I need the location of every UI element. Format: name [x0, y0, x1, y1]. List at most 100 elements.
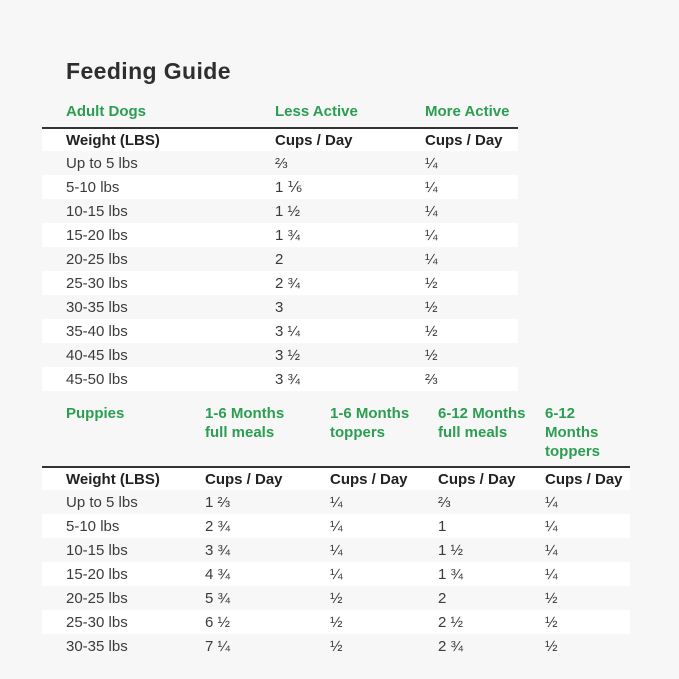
value-cell: ¼: [330, 541, 343, 559]
weight-cell: 40-45 lbs: [66, 346, 128, 364]
value-cell: ¼: [330, 565, 343, 583]
value-cell: 1 ½: [438, 541, 464, 559]
table-row: 45-50 lbs 3 ¾ ⅔: [42, 367, 518, 391]
col-header-line2: full meals: [438, 424, 508, 441]
table-row: 25-30 lbs 6 ½ ½ 2 ½ ½: [42, 610, 630, 634]
value-cell: ½: [425, 298, 438, 316]
weight-cell: 20-25 lbs: [66, 589, 128, 607]
puppy-cups-header: Cups / Day: [438, 470, 516, 488]
weight-cell: Up to 5 lbs: [66, 493, 138, 511]
value-cell: ½: [330, 637, 343, 655]
value-cell: 1 ¾: [275, 226, 301, 244]
value-cell: 5 ¾: [205, 589, 231, 607]
value-cell: ¼: [545, 517, 558, 535]
value-cell: ½: [545, 589, 558, 607]
value-cell: ½: [425, 274, 438, 292]
puppy-cups-header: Cups / Day: [330, 470, 408, 488]
table-row: Up to 5 lbs 1 ⅔ ¼ ⅔ ¼: [42, 490, 630, 514]
puppy-col-header-6-12-full-meals: 6-12 Months full meals: [438, 404, 545, 442]
puppy-cups-header: Cups / Day: [205, 470, 283, 488]
table-row: 30-35 lbs 3 ½: [42, 295, 518, 319]
adult-weight-header: Weight (LBS): [66, 131, 160, 149]
table-row: 15-20 lbs 4 ¾ ¼ 1 ¾ ¼: [42, 562, 630, 586]
value-cell: ½: [330, 589, 343, 607]
adult-cups-header-more-active: Cups / Day: [425, 131, 503, 149]
adult-section-label: Adult Dogs: [66, 103, 146, 120]
value-cell: ¼: [545, 541, 558, 559]
table-row: 10-15 lbs 3 ¾ ¼ 1 ½ ¼: [42, 538, 630, 562]
value-cell: 2: [438, 589, 447, 607]
puppy-section-header-row: Puppies 1-6 Months full meals 1-6 Months…: [42, 404, 630, 461]
value-cell: ¼: [425, 202, 438, 220]
col-header-line1: 6-12 Months: [438, 405, 526, 422]
weight-cell: 45-50 lbs: [66, 370, 128, 388]
weight-cell: 25-30 lbs: [66, 613, 128, 631]
col-header-line2: full meals: [205, 424, 275, 441]
adult-column-header-row: Weight (LBS) Cups / Day Cups / Day: [42, 127, 518, 151]
value-cell: ⅔: [438, 493, 451, 511]
value-cell: ½: [545, 637, 558, 655]
table-row: 40-45 lbs 3 ½ ½: [42, 343, 518, 367]
puppies-table: Puppies 1-6 Months full meals 1-6 Months…: [42, 404, 630, 658]
puppy-table-rows: Up to 5 lbs 1 ⅔ ¼ ⅔ ¼ 5-10 lbs 2 ¾ ¼ 1 ¼…: [42, 490, 630, 658]
value-cell: ¼: [330, 517, 343, 535]
weight-cell: 20-25 lbs: [66, 250, 128, 268]
adult-col-header-less-active: Less Active: [275, 103, 358, 120]
value-cell: 2 ¾: [438, 637, 464, 655]
value-cell: 2: [275, 250, 284, 268]
value-cell: ½: [425, 346, 438, 364]
col-header-line1: 1-6 Months: [330, 405, 410, 422]
weight-cell: Up to 5 lbs: [66, 154, 138, 172]
table-row: 20-25 lbs 2 ¼: [42, 247, 518, 271]
weight-cell: 30-35 lbs: [66, 298, 128, 316]
value-cell: ½: [545, 613, 558, 631]
value-cell: 1 ⅔: [205, 493, 231, 511]
value-cell: 1 ⅙: [275, 179, 303, 196]
weight-cell: 15-20 lbs: [66, 565, 128, 583]
value-cell: ¼: [425, 178, 438, 196]
value-cell: 2 ¾: [205, 517, 231, 535]
puppy-weight-header: Weight (LBS): [66, 470, 160, 488]
value-cell: 2 ¾: [275, 274, 301, 292]
value-cell: ¼: [545, 493, 558, 511]
value-cell: ¼: [425, 154, 438, 172]
table-row: 35-40 lbs 3 ¼ ½: [42, 319, 518, 343]
adult-table-rows: Up to 5 lbs ⅔ ¼ 5-10 lbs 1 ⅙ ¼ 10-15 lbs…: [42, 151, 518, 391]
puppy-col-header-1-6-full-meals: 1-6 Months full meals: [205, 404, 330, 442]
value-cell: 1 ¾: [438, 565, 464, 583]
table-row: 5-10 lbs 1 ⅙ ¼: [42, 175, 518, 199]
puppy-section-label: Puppies: [66, 405, 125, 422]
weight-cell: 10-15 lbs: [66, 202, 128, 220]
weight-cell: 25-30 lbs: [66, 274, 128, 292]
weight-cell: 5-10 lbs: [66, 517, 120, 535]
value-cell: 3 ¾: [205, 541, 231, 559]
table-row: 30-35 lbs 7 ¼ ½ 2 ¾ ½: [42, 634, 630, 658]
weight-cell: 5-10 lbs: [66, 178, 120, 196]
table-row: 15-20 lbs 1 ¾ ¼: [42, 223, 518, 247]
table-row: Up to 5 lbs ⅔ ¼: [42, 151, 518, 175]
weight-cell: 30-35 lbs: [66, 637, 128, 655]
adult-cups-header-less-active: Cups / Day: [275, 131, 353, 149]
value-cell: 1: [438, 517, 447, 535]
value-cell: ¼: [425, 250, 438, 268]
col-header-line2: toppers: [330, 424, 386, 441]
value-cell: 3 ¼: [275, 322, 301, 340]
value-cell: ⅔: [275, 154, 288, 172]
value-cell: 6 ½: [205, 613, 231, 631]
value-cell: 2 ½: [438, 613, 464, 631]
adult-col-header-more-active: More Active: [425, 103, 510, 120]
col-header-line2: toppers: [545, 443, 601, 460]
table-row: 5-10 lbs 2 ¾ ¼ 1 ¼: [42, 514, 630, 538]
adult-section-header-row: Adult Dogs Less Active More Active: [42, 103, 518, 121]
value-cell: ¼: [425, 226, 438, 244]
weight-cell: 15-20 lbs: [66, 226, 128, 244]
value-cell: ⅔: [425, 370, 438, 388]
value-cell: 4 ¾: [205, 565, 231, 583]
weight-cell: 10-15 lbs: [66, 541, 128, 559]
table-row: 25-30 lbs 2 ¾ ½: [42, 271, 518, 295]
adult-dogs-table: Adult Dogs Less Active More Active Weigh…: [42, 103, 518, 391]
value-cell: 7 ¼: [205, 637, 231, 655]
puppy-cups-header: Cups / Day: [545, 470, 623, 488]
value-cell: ½: [425, 322, 438, 340]
value-cell: ¼: [330, 493, 343, 511]
